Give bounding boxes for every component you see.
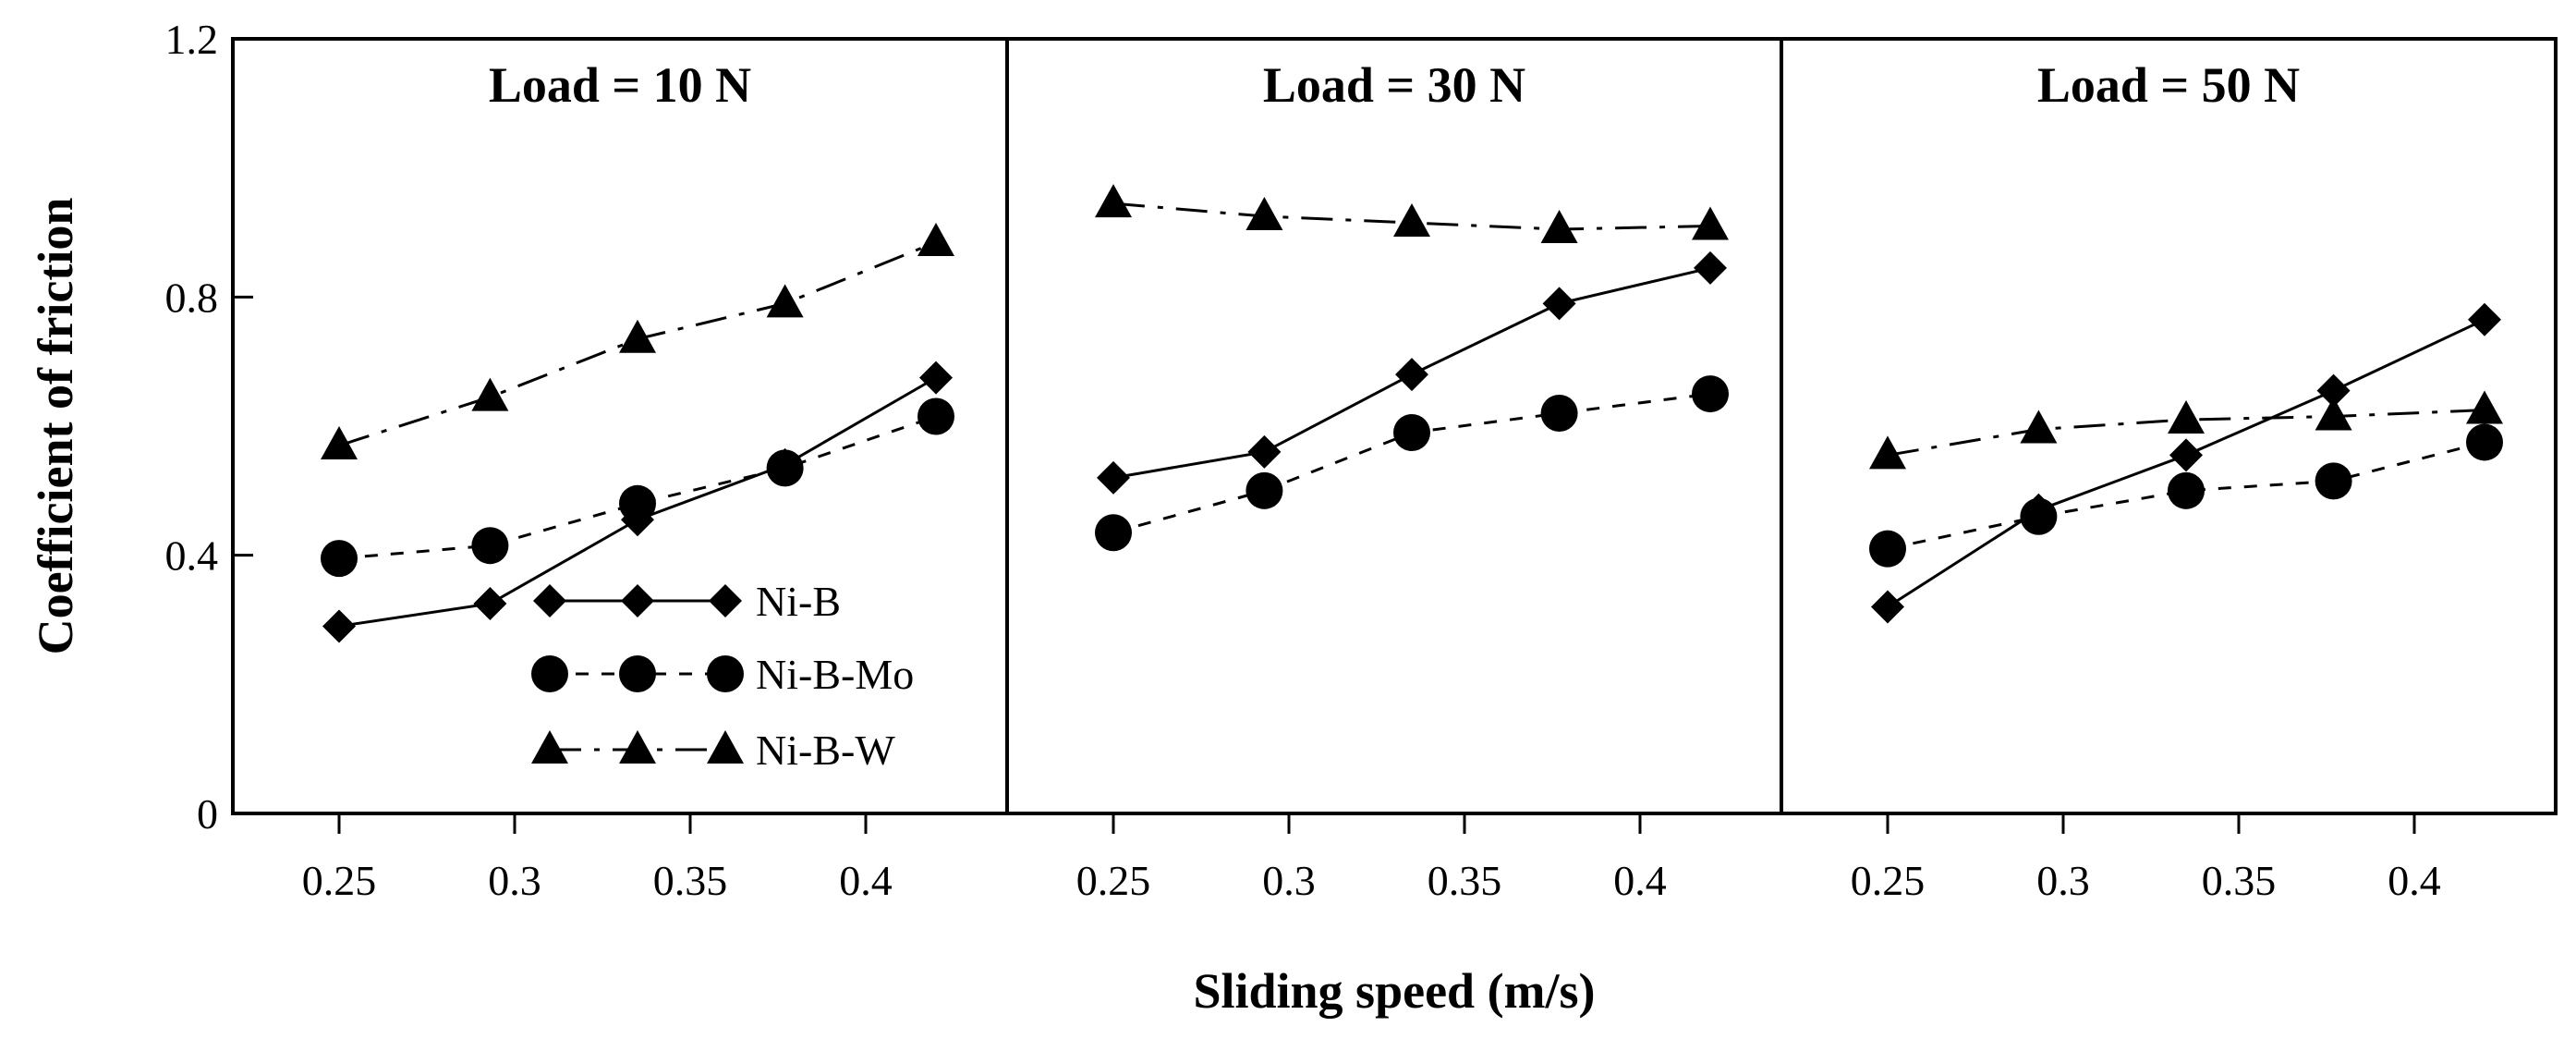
legend-ni-b-w-marker: [531, 730, 568, 764]
panel-3-ni-b-w-point: [2168, 400, 2205, 434]
panel-3-ni-b-point: [2468, 302, 2501, 336]
panel-2-ni-b-mo-point: [1095, 514, 1132, 552]
panel-1-ni-b-mo-point: [766, 449, 804, 487]
panel-2-x-tick-label: 0.35: [1428, 857, 1502, 904]
legend-ni-b-mo-marker: [707, 655, 744, 692]
panel-2-title: Load = 30 N: [1263, 57, 1525, 113]
panel-3-ni-b-w-point: [1869, 435, 1906, 470]
panel-3-ni-b-point: [1871, 590, 1904, 624]
panel-2-ni-b-mo-point: [1692, 375, 1729, 413]
legend-ni-b-w-label: Ni-B-W: [756, 727, 895, 774]
panel-2-x-tick-label: 0.4: [1613, 857, 1667, 904]
panel-3-ni-b-mo-point: [2315, 462, 2352, 500]
panel-1-ni-b-point: [919, 361, 953, 395]
legend-ni-b-marker: [533, 584, 566, 617]
legend-ni-b-label: Ni-B: [756, 578, 841, 625]
x-axis-title: Sliding speed (m/s): [1193, 963, 1595, 1019]
panel-3-ni-b-mo-point: [2020, 497, 2058, 535]
panel-3-x-tick-label: 0.25: [1851, 857, 1926, 904]
panel-1-x-tick-label: 0.4: [839, 857, 893, 904]
panel-2-ni-b-mo-point: [1245, 471, 1283, 509]
panel-1-ni-b-point: [473, 587, 507, 621]
y-tick-label: 0: [197, 790, 218, 837]
panel-3-x-tick-label: 0.35: [2202, 857, 2277, 904]
panel-1-ni-b-mo-point: [917, 397, 954, 435]
panel-3-ni-b-point: [2316, 373, 2351, 408]
legend-ni-b-w-marker: [707, 730, 744, 764]
panel-1-ni-b-mo-point: [321, 540, 358, 578]
y-tick-label: 1.2: [165, 16, 219, 63]
panel-1-ni-b-w-point: [917, 222, 954, 256]
legend-ni-b-mo-marker: [531, 655, 568, 692]
panel-2-ni-b-point: [1694, 251, 1727, 285]
y-tick-label: 0.8: [165, 274, 219, 321]
panel-2-frame: [1005, 37, 1783, 815]
legend-ni-b-marker: [621, 584, 654, 617]
y-tick-label: 0.4: [165, 532, 219, 580]
panel-2-ni-b-mo-point: [1393, 413, 1430, 451]
panel-1-ni-b-w-point: [619, 319, 656, 353]
panel-3-ni-b-mo-point: [2168, 471, 2205, 509]
y-axis-title: Coefficient of friction: [28, 198, 83, 655]
panel-1-ni-b-mo-point: [471, 527, 509, 565]
panel-1-ni-b-point: [322, 609, 356, 643]
panel-3-ni-b-mo-point: [1869, 530, 1906, 568]
panel-2-x-tick-label: 0.3: [1262, 857, 1316, 904]
panel-2-ni-b-w-point: [1393, 203, 1430, 238]
panel-3-ni-b-w-point: [2020, 409, 2058, 444]
panel-3-x-tick-label: 0.3: [2036, 857, 2090, 904]
panel-2-ni-b-w-point: [1245, 197, 1283, 231]
panel-1-x-tick-label: 0.25: [302, 857, 377, 904]
panel-3-frame: [1780, 37, 2558, 815]
panel-3-ni-b-point: [2169, 438, 2203, 472]
panel-2-ni-b-point: [1097, 460, 1130, 495]
panel-3-title: Load = 50 N: [2037, 57, 2300, 113]
panel-2-ni-b-w-point: [1692, 206, 1729, 240]
panel-2-ni-b-w-point: [1095, 184, 1132, 218]
legend-ni-b-mo-label: Ni-B-Mo: [756, 651, 914, 698]
panel-1-ni-b-w-point: [321, 425, 358, 459]
panel-2-ni-b-point: [1247, 434, 1282, 469]
panel-1-x-tick-label: 0.3: [488, 857, 541, 904]
panel-2-ni-b-point: [1395, 358, 1428, 392]
panel-2-ni-b-mo-point: [1540, 395, 1578, 433]
panel-3-ni-b-mo-point: [2466, 423, 2503, 461]
panel-1-ni-b-w-point: [471, 377, 509, 411]
panel-3-ni-b-w-point: [2466, 390, 2503, 424]
panel-2-x-tick-label: 0.25: [1076, 857, 1151, 904]
panel-1-ni-b-mo-point: [619, 484, 656, 522]
panel-3-series-ni-b-mo-line: [1887, 441, 2485, 551]
panel-3-x-tick-label: 0.4: [2388, 857, 2441, 904]
panel-2-ni-b-w-point: [1540, 210, 1578, 244]
legend-ni-b-mo-marker: [619, 655, 656, 692]
legend-ni-b-w-marker: [619, 730, 656, 764]
panel-3-ni-b-w-point: [2315, 397, 2352, 431]
panel-1-x-tick-label: 0.35: [653, 857, 728, 904]
panel-1-title: Load = 10 N: [489, 57, 751, 113]
panel-1-ni-b-w-point: [766, 284, 804, 318]
panel-2-ni-b-point: [1542, 287, 1576, 321]
legend-ni-b-marker: [709, 584, 742, 617]
